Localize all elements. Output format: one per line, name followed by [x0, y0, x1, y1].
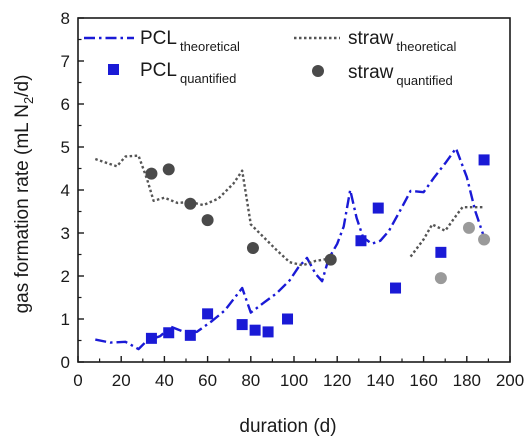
y-tick-label: 2 — [61, 267, 70, 286]
x-tick-label: 20 — [112, 371, 131, 390]
legend-pcl-theoretical-label: PCL theoretical — [140, 28, 240, 54]
straw-quantified-point — [434, 272, 447, 285]
y-axis-title-subscript: 2 — [21, 97, 36, 104]
legend-pcl-quantified-label-name: PCL — [140, 60, 177, 81]
x-tick-label: 180 — [453, 371, 481, 390]
straw-quantified-point — [462, 221, 475, 234]
straw-theoretical-line — [409, 205, 485, 258]
straw-quantified-point — [246, 242, 259, 255]
pcl-quantified-point — [262, 326, 274, 338]
pcl-quantified-point — [163, 327, 175, 339]
x-tick-label: 40 — [155, 371, 174, 390]
x-tick-label: 160 — [409, 371, 437, 390]
x-tick-label: 140 — [366, 371, 394, 390]
legend-straw-quantified-label-subscript: quantified — [396, 73, 452, 88]
legend-straw-theoretical-label-subscript: theoretical — [396, 39, 456, 54]
pcl-quantified-point — [202, 308, 214, 320]
legend-pcl-quantified-swatch — [108, 64, 119, 75]
y-ticks: 0 1 2 3 4 5 6 7 8 — [61, 9, 84, 372]
legend-pcl-quantified-label: PCL quantified — [140, 60, 236, 86]
y-axis-title-tail: /d) — [12, 75, 33, 97]
y-tick-label: 8 — [61, 9, 70, 28]
y-tick-label: 3 — [61, 224, 70, 243]
straw-quantified-point — [324, 253, 337, 266]
straw-quantified-point — [145, 167, 158, 180]
legend-straw-theoretical-label: straw theoretical — [348, 28, 456, 54]
legend-straw-theoretical-label-name: straw — [348, 28, 394, 49]
pcl-quantified-point — [435, 246, 447, 258]
legend-straw-quantified-swatch — [312, 65, 324, 77]
x-tick-label: 120 — [323, 371, 351, 390]
legend-straw-quantified-label-name: straw — [348, 62, 394, 83]
pcl-quantified-point — [282, 313, 294, 325]
y-axis-title-main: gas formation rate (mL N — [12, 104, 33, 313]
x-axis-title: duration (d) — [239, 416, 336, 437]
x-ticks: 0 20 40 60 80 100 120 140 160 180 200 — [73, 356, 524, 390]
x-tick-label: 0 — [73, 371, 82, 390]
y-tick-label: 1 — [61, 310, 70, 329]
pcl-quantified-point — [236, 319, 248, 331]
y-tick-label: 5 — [61, 138, 70, 157]
straw-quantified-point — [184, 197, 197, 210]
y-tick-label: 6 — [61, 95, 70, 114]
pcl-quantified-point — [478, 154, 490, 166]
straw-quantified-point — [201, 214, 214, 227]
legend-pcl-quantified-label-subscript: quantified — [180, 71, 236, 86]
x-tick-label: 200 — [496, 371, 524, 390]
pcl-quantified-point — [372, 202, 384, 214]
pcl-quantified-point — [249, 324, 261, 336]
pcl-quantified-point — [145, 332, 157, 344]
x-tick-label: 60 — [198, 371, 217, 390]
x-tick-label: 80 — [241, 371, 260, 390]
pcl-quantified-point — [355, 235, 367, 247]
pcl-quantified-point — [390, 282, 402, 294]
y-tick-label: 4 — [61, 181, 70, 200]
pcl-quantified-point — [184, 329, 196, 341]
series-layer — [94, 147, 491, 351]
legend-straw-quantified-label: straw quantified — [348, 62, 453, 88]
straw-quantified-point — [162, 163, 175, 176]
y-axis-title: gas formation rate (mL N2/d) — [12, 75, 36, 314]
legend-pcl-theoretical-label-name: PCL — [140, 28, 177, 49]
x-tick-label: 100 — [280, 371, 308, 390]
straw-quantified-point — [478, 233, 491, 246]
y-tick-label: 0 — [61, 353, 70, 372]
straw-theoretical-line — [94, 154, 329, 267]
legend-pcl-theoretical-label-subscript: theoretical — [180, 39, 240, 54]
y-tick-label: 7 — [61, 52, 70, 71]
